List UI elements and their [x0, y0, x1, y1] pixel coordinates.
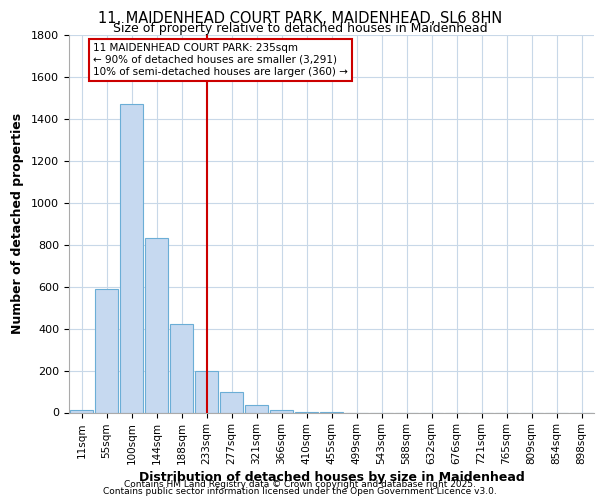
Bar — [220, 392, 243, 412]
X-axis label: Distribution of detached houses by size in Maidenhead: Distribution of detached houses by size … — [139, 472, 524, 484]
Bar — [270, 410, 293, 412]
Y-axis label: Number of detached properties: Number of detached properties — [11, 113, 24, 334]
Text: 11 MAIDENHEAD COURT PARK: 235sqm
← 90% of detached houses are smaller (3,291)
10: 11 MAIDENHEAD COURT PARK: 235sqm ← 90% o… — [93, 44, 347, 76]
Bar — [120, 104, 143, 412]
Bar — [95, 289, 118, 412]
Text: Contains public sector information licensed under the Open Government Licence v3: Contains public sector information licen… — [103, 487, 497, 496]
Bar — [70, 410, 93, 412]
Text: 11, MAIDENHEAD COURT PARK, MAIDENHEAD, SL6 8HN: 11, MAIDENHEAD COURT PARK, MAIDENHEAD, S… — [98, 11, 502, 26]
Bar — [145, 238, 168, 412]
Bar — [245, 405, 268, 412]
Text: Contains HM Land Registry data © Crown copyright and database right 2025.: Contains HM Land Registry data © Crown c… — [124, 480, 476, 489]
Bar — [195, 370, 218, 412]
Text: Size of property relative to detached houses in Maidenhead: Size of property relative to detached ho… — [113, 22, 487, 35]
Bar — [170, 324, 193, 412]
